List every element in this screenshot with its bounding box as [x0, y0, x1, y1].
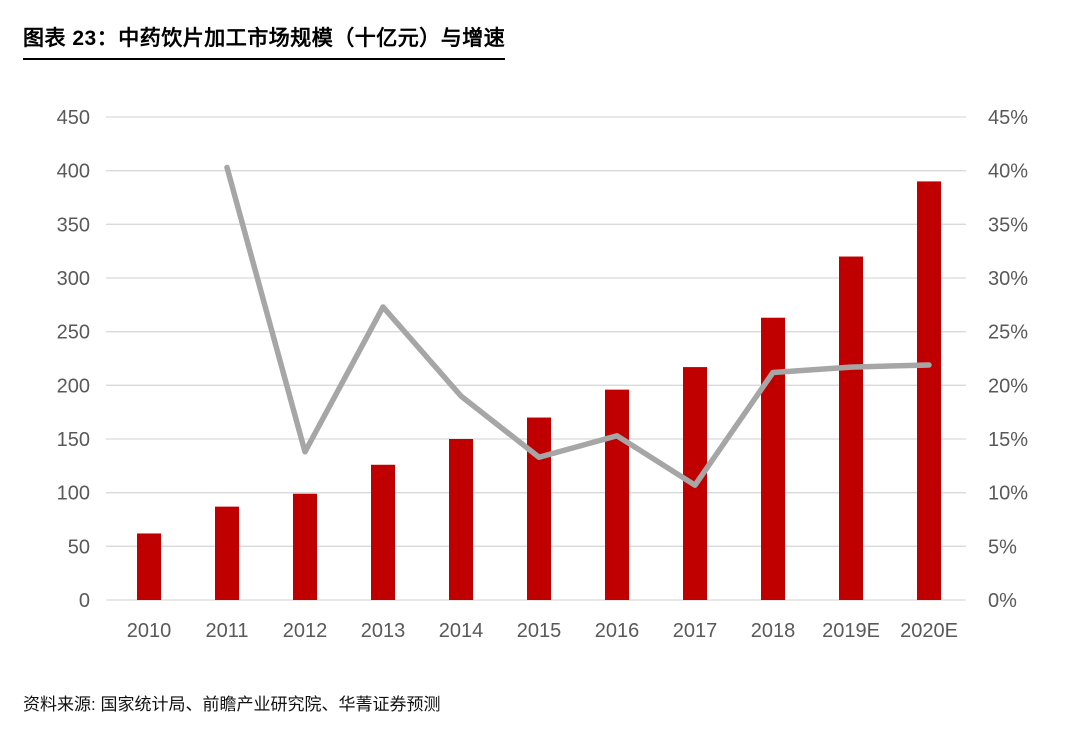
x-axis-category-label: 2018 [751, 620, 796, 642]
chart-title: 图表 23：中药饮片加工市场规模（十亿元）与增速 [23, 22, 506, 60]
right-axis-tick-label: 0% [988, 590, 1017, 612]
source-note: 资料来源: 国家统计局、前瞻产业研究院、华菁证券预测 [23, 695, 441, 714]
left-axis-tick-label: 50 [68, 536, 90, 558]
left-axis-tick-label: 250 [57, 322, 90, 344]
x-axis-category-label: 2017 [673, 620, 718, 642]
right-axis-tick-label: 30% [988, 268, 1028, 290]
right-axis-tick-label: 10% [988, 483, 1028, 505]
bar-2016 [605, 389, 629, 600]
right-axis-tick-label: 40% [988, 161, 1028, 183]
x-axis-category-label: 2014 [439, 620, 484, 642]
x-axis-category-label: 2012 [283, 620, 328, 642]
left-axis-tick-label: 400 [57, 161, 90, 183]
right-axis-tick-label: 5% [988, 536, 1017, 558]
bar-2020E [917, 181, 941, 600]
x-axis-category-label: 2016 [595, 620, 640, 642]
bar-2018 [761, 317, 785, 600]
left-axis-tick-label: 200 [57, 375, 90, 397]
x-axis-category-label: 2011 [205, 620, 248, 642]
right-axis-tick-label: 35% [988, 214, 1028, 236]
bar-2014 [449, 439, 473, 600]
x-axis-category-label: 2010 [127, 620, 172, 642]
bar-2011 [215, 506, 239, 600]
bar-2015 [527, 417, 551, 600]
left-axis-tick-label: 100 [57, 483, 90, 505]
left-axis-tick-label: 300 [57, 268, 90, 290]
right-axis-tick-label: 20% [988, 375, 1028, 397]
x-axis-category-label: 2019E [822, 620, 880, 642]
left-axis-tick-label: 450 [57, 107, 90, 129]
right-axis-tick-label: 45% [988, 107, 1028, 129]
bar-2013 [371, 464, 395, 600]
bar-2019E [839, 256, 863, 600]
x-axis-category-label: 2015 [517, 620, 562, 642]
right-axis-tick-label: 15% [988, 429, 1028, 451]
x-axis-category-label: 2020E [900, 620, 958, 642]
left-axis-tick-label: 150 [57, 429, 90, 451]
left-axis-tick-label: 350 [57, 214, 90, 236]
bar-2012 [293, 493, 317, 600]
x-axis-category-label: 2013 [361, 620, 406, 642]
bar-2010 [137, 533, 161, 600]
right-axis-tick-label: 25% [988, 322, 1028, 344]
left-axis-tick-label: 0 [79, 590, 90, 612]
growth-rate-line [224, 164, 932, 488]
